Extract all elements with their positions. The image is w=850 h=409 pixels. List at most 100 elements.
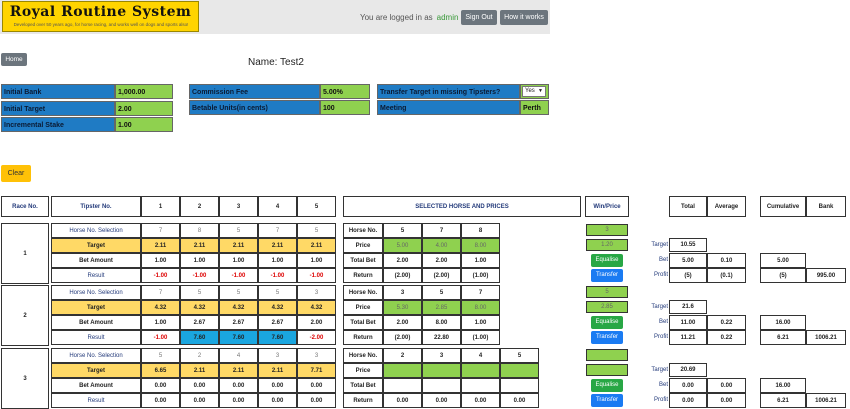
total-bet-cell: 8.00 [422, 315, 461, 330]
price-cell[interactable]: 5.30 [383, 300, 422, 315]
race-number: 3 [1, 348, 49, 409]
initial-target-value[interactable]: 2.00 [115, 101, 173, 116]
horse-number-cell: 3 [422, 348, 461, 363]
total-bet-cell [500, 378, 539, 393]
commission-fee-value[interactable]: 5.00% [320, 84, 370, 99]
result-cell: -1.00 [180, 268, 219, 283]
horse-number-cell: 5 [500, 348, 539, 363]
return-cell: 0.00 [461, 393, 500, 408]
initial-bank-label: Initial Bank [1, 84, 115, 99]
price-cell[interactable] [422, 363, 461, 378]
how-it-works-button[interactable]: How it works [500, 10, 548, 25]
win-price-input[interactable]: 1.20 [586, 239, 628, 251]
win-price-input[interactable] [586, 364, 628, 376]
total-profit-value: 11.21 [669, 330, 707, 345]
bet-amount-cell: 1.00 [141, 253, 180, 268]
selection-cell[interactable]: 7 [141, 223, 180, 238]
price-cell[interactable]: 8.00 [461, 300, 500, 315]
cumulative-bet-value: 16.00 [760, 315, 806, 330]
selection-cell[interactable]: 7 [258, 223, 297, 238]
login-prefix: You are logged in as [360, 13, 433, 22]
selection-cell[interactable]: 3 [297, 285, 336, 300]
logo[interactable]: Royal Routine System Developed over 50 y… [2, 1, 199, 32]
return-cell: 0.00 [383, 393, 422, 408]
logo-subtitle: Developed over 50 years ago, for horse r… [13, 22, 189, 27]
incremental-stake-value[interactable]: 1.00 [115, 117, 173, 132]
tipster-header-5: 5 [297, 196, 336, 217]
win-price-input[interactable]: 2.85 [586, 301, 628, 313]
initial-bank-value[interactable]: 1,000.00 [115, 84, 173, 99]
total-bet-cell: 2.00 [383, 315, 422, 330]
transfer-target-select[interactable]: Yes ▼ [522, 86, 546, 97]
target-cell: 4.32 [180, 300, 219, 315]
total-header: Total [669, 196, 707, 217]
transfer-button[interactable]: Transfer [591, 394, 623, 407]
win-horse-input[interactable]: 5 [586, 286, 628, 298]
bet-amount-cell: 0.00 [141, 378, 180, 393]
price-cell[interactable]: 8.00 [461, 238, 500, 253]
return-label: Return [343, 330, 383, 345]
total-bet-cell: 1.00 [461, 253, 500, 268]
total-bet-cell: 2.00 [422, 253, 461, 268]
average-profit-value: 0.22 [707, 330, 746, 345]
price-cell[interactable]: 4.00 [422, 238, 461, 253]
bet-amount-cell: 2.00 [297, 315, 336, 330]
row-label: Horse No. Selection [51, 348, 141, 363]
tipster-header-3: 3 [219, 196, 258, 217]
target-cell: 2.11 [219, 238, 258, 253]
betable-units-label: Betable Units(in cents) [189, 100, 320, 115]
initial-target-label: Initial Target [1, 101, 115, 116]
bet-amount-cell: 2.67 [180, 315, 219, 330]
bet-amount-cell: 0.00 [219, 378, 258, 393]
selection-cell[interactable]: 2 [180, 348, 219, 363]
betable-units-value[interactable]: 100 [320, 100, 370, 115]
transfer-target-label: Transfer Target in missing Tipsters? [377, 84, 520, 99]
meeting-label: Meeting [377, 100, 520, 115]
transfer-button[interactable]: Transfer [591, 331, 623, 344]
logo-title: Royal Routine System [9, 4, 192, 20]
page-title: Name: Test2 [248, 57, 304, 68]
return-label: Return [343, 393, 383, 408]
home-button[interactable]: Home [1, 53, 27, 66]
target-total-label: Target [651, 304, 668, 310]
meeting-value[interactable]: Perth [520, 100, 549, 115]
cumulative-profit-value: (5) [760, 268, 806, 283]
transfer-button[interactable]: Transfer [591, 269, 623, 282]
selection-cell[interactable]: 8 [180, 223, 219, 238]
selection-cell[interactable]: 7 [141, 285, 180, 300]
selection-cell[interactable]: 4 [219, 348, 258, 363]
selection-cell[interactable]: 3 [297, 348, 336, 363]
price-cell[interactable]: 5.00 [383, 238, 422, 253]
result-cell: -1.00 [219, 268, 258, 283]
equalise-button[interactable]: Equalise [591, 316, 623, 329]
sign-out-button[interactable]: Sign Out [461, 10, 497, 25]
bet-amount-cell: 0.00 [180, 378, 219, 393]
selection-cell[interactable]: 5 [141, 348, 180, 363]
price-cell[interactable] [383, 363, 422, 378]
incremental-stake-label: Incremental Stake [1, 117, 115, 132]
row-label: Target [51, 238, 141, 253]
bank-value: 1006.21 [806, 393, 846, 408]
selection-cell[interactable]: 5 [219, 223, 258, 238]
total-target-cell: 20.69 [669, 363, 707, 377]
price-cell[interactable] [461, 363, 500, 378]
horse-number-cell: 7 [461, 285, 500, 300]
selection-cell[interactable]: 3 [258, 348, 297, 363]
selection-cell[interactable]: 5 [258, 285, 297, 300]
win-horse-input[interactable] [586, 349, 628, 361]
price-cell[interactable]: 2.85 [422, 300, 461, 315]
target-cell: 4.32 [141, 300, 180, 315]
bet-amount-cell: 2.67 [219, 315, 258, 330]
username-link[interactable]: admin [436, 13, 459, 22]
total-bet-label: Total Bet [343, 253, 383, 268]
equalise-button[interactable]: Equalise [591, 379, 623, 392]
win-horse-input[interactable]: 3 [586, 224, 628, 236]
clear-button[interactable]: Clear [1, 165, 31, 182]
selection-cell[interactable]: 5 [297, 223, 336, 238]
selection-cell[interactable]: 5 [219, 285, 258, 300]
selection-cell[interactable]: 5 [180, 285, 219, 300]
equalise-button[interactable]: Equalise [591, 254, 623, 267]
result-cell: 0.00 [180, 393, 219, 408]
return-cell: (2.00) [383, 268, 422, 283]
price-cell[interactable] [500, 363, 539, 378]
